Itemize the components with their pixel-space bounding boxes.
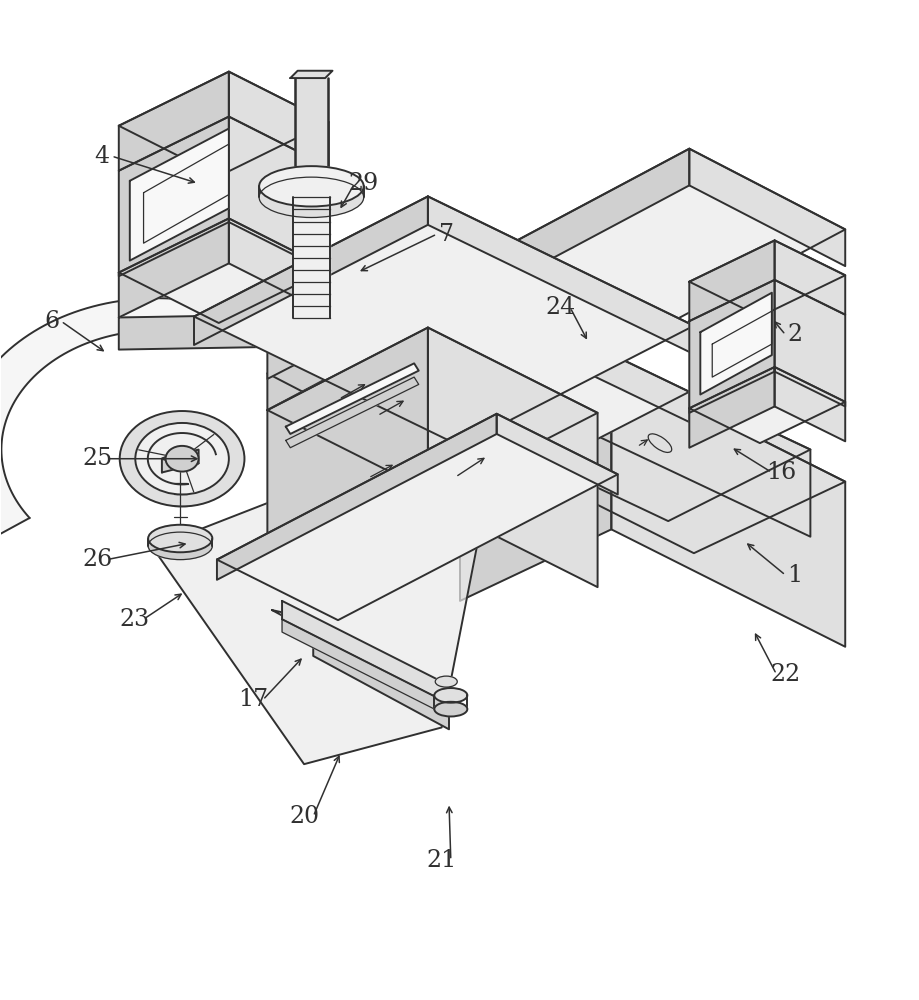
Polygon shape bbox=[267, 328, 427, 584]
Text: 4: 4 bbox=[95, 145, 109, 168]
Text: 17: 17 bbox=[238, 688, 268, 711]
Text: 1: 1 bbox=[787, 564, 801, 587]
Polygon shape bbox=[194, 196, 693, 446]
Polygon shape bbox=[427, 266, 688, 422]
Text: 29: 29 bbox=[348, 172, 379, 195]
Text: 20: 20 bbox=[289, 805, 319, 828]
Ellipse shape bbox=[434, 688, 467, 703]
Text: 2: 2 bbox=[787, 323, 801, 346]
Polygon shape bbox=[229, 72, 328, 167]
Polygon shape bbox=[688, 149, 845, 266]
Text: 26: 26 bbox=[83, 548, 113, 571]
Text: 6: 6 bbox=[44, 310, 60, 333]
Polygon shape bbox=[460, 364, 845, 553]
Text: 25: 25 bbox=[83, 447, 113, 470]
Polygon shape bbox=[542, 323, 810, 537]
Polygon shape bbox=[290, 71, 332, 78]
Polygon shape bbox=[217, 414, 496, 580]
Polygon shape bbox=[229, 117, 328, 273]
Polygon shape bbox=[267, 266, 688, 474]
Polygon shape bbox=[267, 149, 688, 410]
Polygon shape bbox=[774, 367, 845, 441]
Polygon shape bbox=[427, 196, 693, 354]
Polygon shape bbox=[119, 218, 229, 317]
Polygon shape bbox=[699, 293, 771, 395]
Ellipse shape bbox=[119, 411, 244, 506]
Polygon shape bbox=[688, 367, 845, 443]
Polygon shape bbox=[267, 266, 427, 379]
Ellipse shape bbox=[435, 676, 457, 687]
Polygon shape bbox=[688, 240, 845, 317]
Text: 21: 21 bbox=[426, 849, 457, 872]
Polygon shape bbox=[229, 218, 328, 314]
Polygon shape bbox=[460, 364, 611, 601]
Polygon shape bbox=[295, 78, 327, 175]
Ellipse shape bbox=[135, 423, 229, 494]
Polygon shape bbox=[119, 72, 328, 176]
Ellipse shape bbox=[259, 166, 363, 206]
Polygon shape bbox=[153, 414, 496, 764]
Polygon shape bbox=[496, 414, 617, 494]
Polygon shape bbox=[293, 197, 329, 318]
Text: 22: 22 bbox=[769, 663, 800, 686]
Polygon shape bbox=[119, 218, 328, 323]
Ellipse shape bbox=[259, 177, 363, 217]
Polygon shape bbox=[267, 149, 845, 454]
Polygon shape bbox=[267, 328, 597, 495]
Polygon shape bbox=[130, 129, 229, 261]
Text: 24: 24 bbox=[545, 296, 575, 319]
Polygon shape bbox=[427, 328, 597, 587]
Ellipse shape bbox=[148, 532, 212, 560]
Polygon shape bbox=[217, 414, 617, 620]
Polygon shape bbox=[162, 450, 199, 472]
Polygon shape bbox=[119, 72, 229, 171]
Polygon shape bbox=[0, 298, 255, 536]
Text: 23: 23 bbox=[119, 608, 149, 631]
Polygon shape bbox=[688, 280, 774, 413]
Polygon shape bbox=[312, 619, 448, 729]
Ellipse shape bbox=[648, 434, 671, 452]
Polygon shape bbox=[282, 619, 448, 716]
Polygon shape bbox=[119, 117, 229, 276]
Polygon shape bbox=[400, 323, 542, 482]
Polygon shape bbox=[286, 377, 418, 448]
Polygon shape bbox=[286, 363, 418, 434]
Ellipse shape bbox=[165, 446, 199, 472]
Polygon shape bbox=[611, 364, 845, 647]
Polygon shape bbox=[774, 280, 845, 406]
Polygon shape bbox=[119, 314, 328, 350]
Polygon shape bbox=[282, 601, 448, 704]
Polygon shape bbox=[688, 240, 774, 321]
Polygon shape bbox=[272, 610, 448, 693]
Ellipse shape bbox=[148, 525, 212, 552]
Text: 7: 7 bbox=[438, 223, 453, 246]
Polygon shape bbox=[774, 240, 845, 315]
Polygon shape bbox=[688, 367, 774, 448]
Polygon shape bbox=[194, 196, 427, 345]
Text: 16: 16 bbox=[766, 461, 795, 484]
Polygon shape bbox=[400, 323, 810, 521]
Polygon shape bbox=[162, 454, 199, 468]
Ellipse shape bbox=[434, 702, 467, 716]
